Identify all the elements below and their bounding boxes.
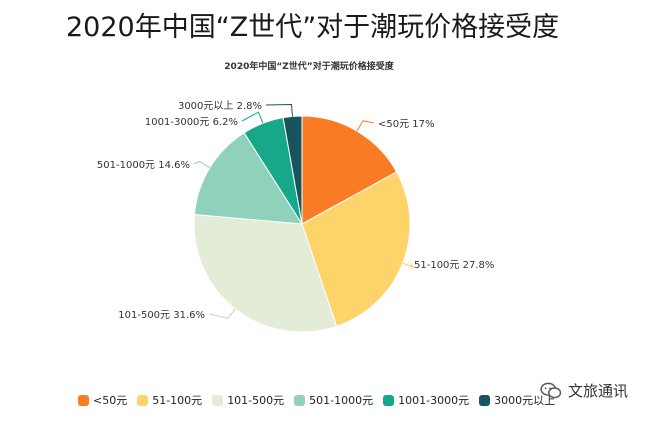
slice-label: 101-500元 31.6% — [118, 310, 205, 321]
legend-label: 1001-3000元 — [398, 394, 470, 407]
label-leader-line — [208, 308, 236, 319]
legend-swatch — [294, 394, 306, 406]
legend-swatch — [479, 394, 491, 406]
slice-label: 3000元以上 2.8% — [178, 100, 262, 112]
legend-item[interactable]: 51-100元 — [137, 392, 202, 408]
label-leader-line — [241, 111, 264, 124]
legend-swatch — [212, 394, 224, 406]
legend-swatch — [78, 394, 89, 406]
slice-label: 501-1000元 14.6% — [97, 160, 190, 171]
label-leader-line — [402, 262, 415, 268]
legend-item[interactable]: 501-1000元 — [294, 392, 373, 408]
chart-title: 2020年中国“Z世代”对于潮玩价格接受度 — [224, 60, 394, 72]
legend-item[interactable]: 101-500元 — [212, 392, 284, 408]
legend-swatch — [137, 394, 149, 406]
slice-label: <50元 17% — [378, 119, 435, 130]
legend-item[interactable]: <50元 — [78, 392, 127, 408]
label-leader-line — [356, 120, 375, 132]
label-leader-line — [193, 161, 210, 169]
chart-legend: <50元 51-100元 101-500元 501-1000元 1001-3000元 30… — [78, 392, 555, 408]
legend-label: 501-1000元 — [309, 394, 374, 407]
slice-label: 1001-3000元 6.2% — [145, 117, 238, 128]
legend-label: <50元 — [93, 394, 128, 407]
legend-label: 51-100元 — [152, 394, 203, 407]
legend-item[interactable]: 3000元以上 — [479, 392, 555, 408]
page-title: 2020年中国“Z世代”对于潮玩价格接受度 — [66, 12, 560, 43]
legend-label: 101-500元 — [227, 394, 285, 407]
slice-label: 51-100元 27.8% — [414, 260, 494, 271]
label-leader-line — [265, 103, 294, 117]
watermark-text: 文旅通讯 — [568, 382, 629, 400]
legend-label: 3000元以上 — [494, 394, 556, 407]
wechat-icon — [540, 382, 562, 398]
pie-slice — [282, 115, 303, 225]
pie-slice — [301, 115, 398, 225]
pie-slice — [193, 132, 303, 225]
legend-swatch — [383, 394, 395, 406]
legend-item[interactable]: 1001-3000元 — [383, 392, 469, 408]
pie-slice — [193, 213, 338, 333]
watermark: 文旅通讯 — [540, 380, 628, 401]
